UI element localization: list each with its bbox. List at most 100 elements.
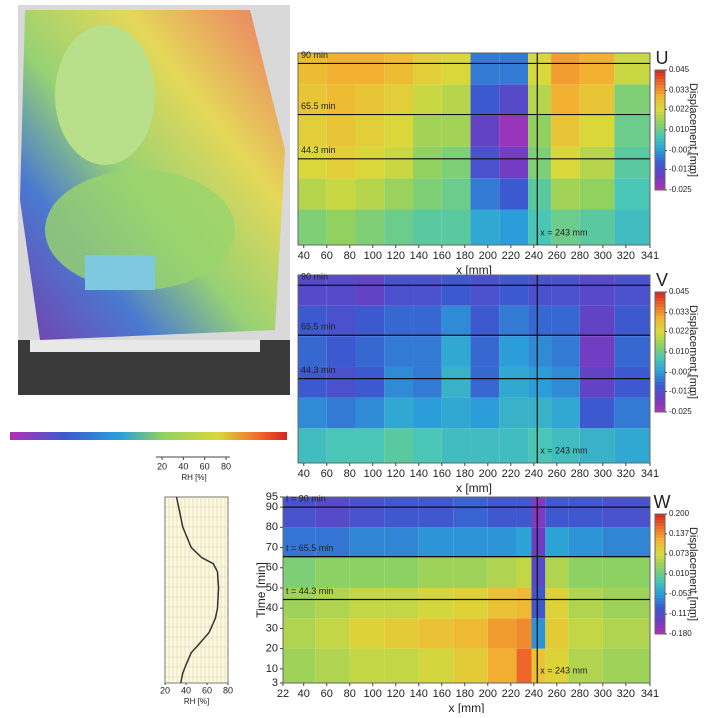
x-tick-label: 40 [298, 688, 310, 700]
x-axis-label: x [mm] [456, 263, 492, 277]
colorbar-segment [655, 631, 665, 635]
x-tick-label: 60 [200, 461, 210, 471]
heatmap-cell [528, 305, 552, 337]
colorbar-segment [655, 115, 665, 119]
heatmap-cell [441, 275, 471, 306]
colorbar-segment [655, 163, 665, 167]
heatmap-cell [531, 648, 546, 683]
colorbar-segment [655, 160, 665, 164]
colorbar-tick-label: 0.033 [669, 86, 690, 95]
heatmap-cell [384, 428, 414, 463]
heatmap-cell [418, 648, 454, 683]
heatmap-cell [315, 497, 350, 528]
heatmap-cell [315, 557, 350, 588]
heatmap-cell [516, 587, 532, 619]
heatmap-cell [516, 527, 532, 558]
heatmap-cell [614, 53, 650, 85]
x-tick-label: 341 [641, 468, 659, 480]
colorbar-segment [655, 304, 665, 308]
heatmap-cell [298, 428, 327, 463]
heatmap-cell [579, 209, 615, 245]
x-tick-label: 280 [571, 468, 589, 480]
heatmap-cell [413, 146, 442, 179]
heatmap-cell [441, 53, 471, 85]
y-tick-label: 90 [266, 501, 278, 513]
colorbar-segment [655, 343, 665, 347]
heatmap-cell [413, 336, 442, 367]
colorbar-segment [655, 172, 665, 176]
heatmap-cell [470, 209, 500, 245]
colorbar-segment [655, 592, 665, 596]
colorbar-segment [655, 520, 665, 524]
heatmap-cell [355, 209, 385, 245]
heatmap-cell [384, 587, 419, 619]
colorbar-segment [655, 145, 665, 149]
x-tick-label: 80 [221, 461, 231, 471]
heatmap-cell [568, 497, 603, 528]
x-tick-label: 40 [298, 468, 310, 480]
colorbar-tick-label: -0.013 [669, 165, 692, 174]
colorbar-segment [655, 535, 665, 539]
colorbar-tick-label: 0.010 [669, 569, 690, 578]
heatmap-cell [499, 115, 529, 147]
x-tick-label: 260 [548, 688, 566, 700]
heatmap-cell [384, 527, 419, 558]
colorbar-segment [655, 139, 665, 143]
heatmap-cell [298, 84, 327, 116]
x-tick-label: 280 [571, 688, 589, 700]
heatmap-cell [499, 397, 529, 429]
heatmap-cell [568, 618, 603, 649]
heatmap-cell [441, 305, 471, 337]
heatmap-cell [602, 527, 650, 558]
colorbar-segment [655, 388, 665, 392]
time-marker-label: 44.3 min [301, 365, 336, 375]
colorbar-segment [655, 385, 665, 389]
position-marker-label: x = 243 mm [540, 445, 587, 455]
colorbar-tick-label: 0.010 [669, 125, 690, 134]
heatmap-cell [516, 557, 532, 588]
heatmap-cell [487, 618, 517, 649]
plot-background [164, 496, 229, 684]
heatmap-cell [298, 115, 327, 147]
heatmap-cell [499, 336, 529, 367]
heatmap-cell [499, 53, 529, 85]
colorbar-tick-label: 0.073 [669, 549, 690, 558]
colorbar-tick-label: 0.045 [669, 287, 690, 296]
colorbar-segment [655, 154, 665, 158]
colorbar-segment [655, 574, 665, 578]
y-tick-label: 50 [266, 582, 278, 594]
heatmap-cell [384, 115, 414, 147]
heatmap-cell [384, 84, 414, 116]
colorbar-segment [655, 616, 665, 620]
heatmap-cell [531, 587, 546, 619]
heatmap-cell [298, 275, 327, 306]
heatmap-cell [470, 84, 500, 116]
heatmap-cell [384, 497, 419, 528]
heatmap-cell [470, 178, 500, 210]
colorbar-segment [655, 76, 665, 80]
colorbar-label: Displacement [mm] [687, 83, 699, 177]
heatmap-cell [355, 428, 385, 463]
colorbar-segment [655, 547, 665, 551]
heatmap-cell [326, 305, 356, 337]
colorbar-segment [655, 526, 665, 530]
x-tick-label: 200 [479, 250, 497, 262]
colorbar-tick-label: 0.200 [669, 509, 690, 518]
heatmap-cell [579, 366, 615, 398]
heatmap-cell [531, 618, 546, 649]
colorbar-tick-label: -0.002 [669, 146, 692, 155]
x-tick-label: 260 [548, 468, 566, 480]
x-tick-label: 60 [321, 468, 333, 480]
colorbar-segment [655, 169, 665, 173]
time-marker-label: t = 44.3 min [286, 586, 333, 596]
colorbar-segment [655, 301, 665, 305]
colorbar-segment [655, 136, 665, 140]
colorbar-tick-label: -0.025 [669, 407, 692, 416]
colorbar-segment [655, 373, 665, 377]
heatmap-cell [499, 366, 529, 398]
colorbar-tick-label: 0.045 [669, 65, 690, 74]
heatmap-cell [568, 557, 603, 588]
heatmap-cell [453, 497, 488, 528]
heatmap-cell [349, 618, 385, 649]
x-tick-label: 20 [160, 685, 170, 695]
